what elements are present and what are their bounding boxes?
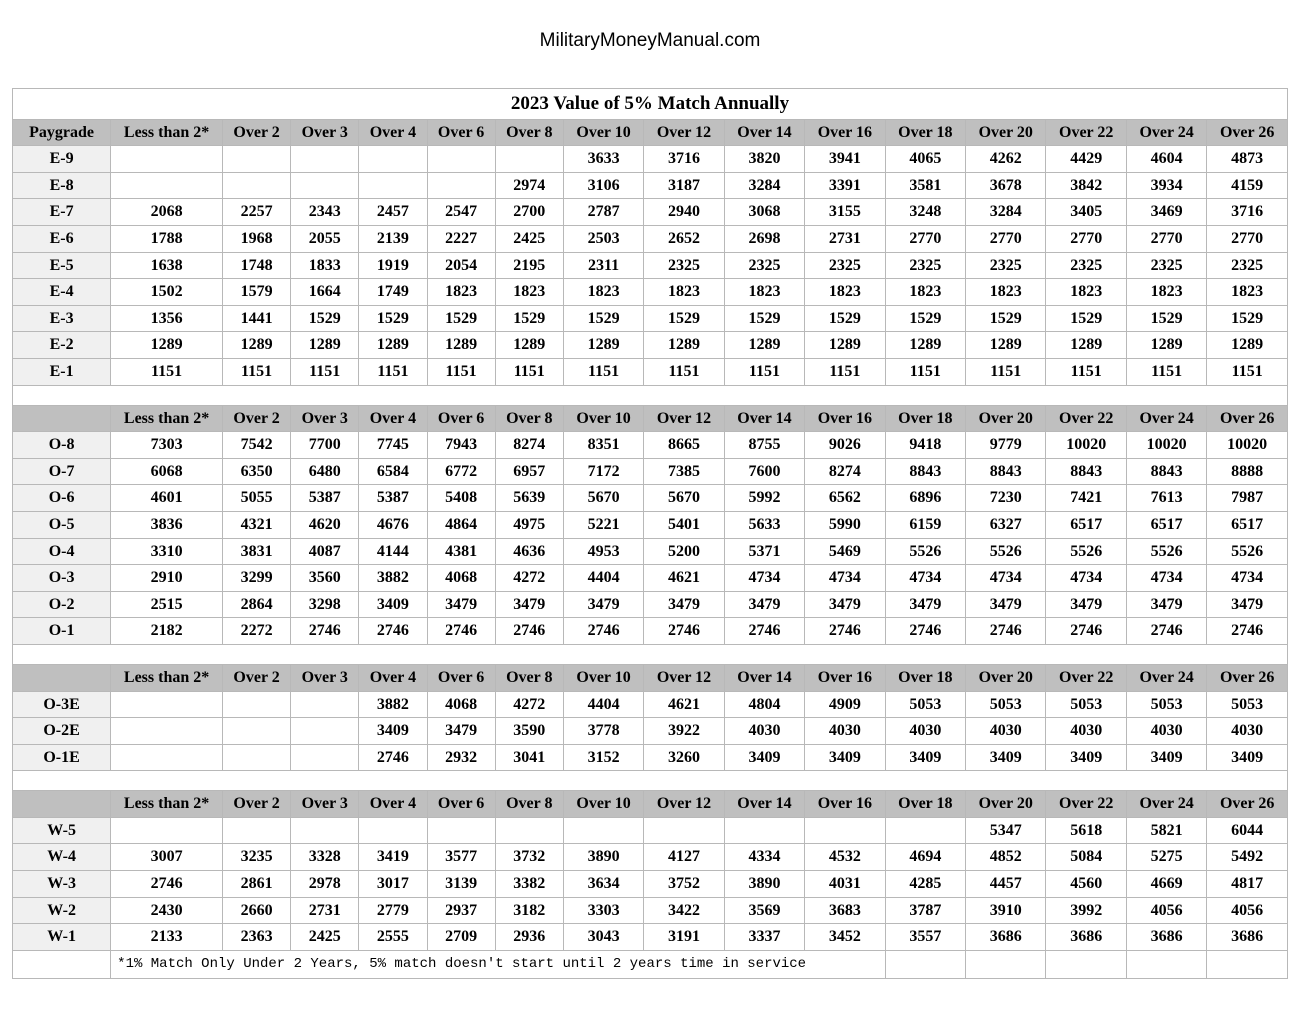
table-row: W-32746286129783017313933823634375238904… bbox=[13, 871, 1288, 898]
table-row: O-2E340934793590377839224030403040304030… bbox=[13, 718, 1288, 745]
paygrade-label: O-2E bbox=[13, 718, 111, 745]
paygrade-label: O-5 bbox=[13, 511, 111, 538]
table-row: O-12182227227462746274627462746274627462… bbox=[13, 618, 1288, 645]
footnote-text: *1% Match Only Under 2 Years, 5% match d… bbox=[111, 950, 885, 978]
table-row: O-53836432146204676486449755221540156335… bbox=[13, 511, 1288, 538]
footnote-blank bbox=[13, 950, 111, 978]
table-row: O-32910329935603882406842724404462147344… bbox=[13, 565, 1288, 592]
section-spacer bbox=[13, 385, 1288, 405]
col-over-24: Over 24 bbox=[1126, 119, 1206, 146]
pay-match-table: 2023 Value of 5% Match AnnuallyPaygradeL… bbox=[12, 88, 1288, 979]
table-subheader: Less than 2*Over 2Over 3Over 4Over 6Over… bbox=[13, 664, 1288, 691]
paygrade-label: O-1E bbox=[13, 744, 111, 771]
table-row: E-21289128912891289128912891289128912891… bbox=[13, 332, 1288, 359]
table-title: 2023 Value of 5% Match Annually bbox=[13, 89, 1288, 120]
paygrade-label: E-6 bbox=[13, 226, 111, 253]
col-over-10: Over 10 bbox=[563, 119, 643, 146]
table-row: W-55347561858216044 bbox=[13, 817, 1288, 844]
paygrade-label: E-4 bbox=[13, 279, 111, 306]
paygrade-label: E-1 bbox=[13, 358, 111, 385]
col-over-6: Over 6 bbox=[427, 119, 495, 146]
paygrade-label: E-9 bbox=[13, 146, 111, 173]
paygrade-label: E-7 bbox=[13, 199, 111, 226]
table-row: O-22515286432983409347934793479347934793… bbox=[13, 591, 1288, 618]
table-row: O-64601505553875387540856395670567059926… bbox=[13, 485, 1288, 512]
table-row: E-11151115111511151115111511151115111511… bbox=[13, 358, 1288, 385]
paygrade-label: W-4 bbox=[13, 844, 111, 871]
page: MilitaryMoneyManual.com 2023 Value of 5%… bbox=[0, 0, 1300, 1019]
table-row: O-87303754277007745794382748351866587559… bbox=[13, 432, 1288, 459]
col-over-14: Over 14 bbox=[724, 119, 804, 146]
section-spacer bbox=[13, 644, 1288, 664]
table-row: O-43310383140874144438146364953520053715… bbox=[13, 538, 1288, 565]
table-row: O-1E274629323041315232603409340934093409… bbox=[13, 744, 1288, 771]
col-over-12: Over 12 bbox=[644, 119, 724, 146]
paygrade-label: E-3 bbox=[13, 305, 111, 332]
paygrade-label: O-6 bbox=[13, 485, 111, 512]
paygrade-label: O-3E bbox=[13, 691, 111, 718]
col-paygrade: Paygrade bbox=[13, 119, 111, 146]
table-row: E-82974310631873284339135813678384239344… bbox=[13, 172, 1288, 199]
col-over-2: Over 2 bbox=[222, 119, 290, 146]
paygrade-label: O-4 bbox=[13, 538, 111, 565]
table-row: E-31356144115291529152915291529152915291… bbox=[13, 305, 1288, 332]
col-over-22: Over 22 bbox=[1046, 119, 1126, 146]
table-header: PaygradeLess than 2*Over 2Over 3Over 4Ov… bbox=[13, 119, 1288, 146]
paygrade-label: O-8 bbox=[13, 432, 111, 459]
table-row: O-76068635064806584677269577172738576008… bbox=[13, 458, 1288, 485]
table-row: E-41502157916641749182318231823182318231… bbox=[13, 279, 1288, 306]
paygrade-label: O-7 bbox=[13, 458, 111, 485]
table-row: E-61788196820552139222724252503265226982… bbox=[13, 226, 1288, 253]
paygrade-label: O-1 bbox=[13, 618, 111, 645]
paygrade-label: W-5 bbox=[13, 817, 111, 844]
table-row: W-12133236324252555270929363043319133373… bbox=[13, 924, 1288, 951]
col-over-4: Over 4 bbox=[359, 119, 427, 146]
section-spacer bbox=[13, 771, 1288, 791]
table-row: E-9363337163820394140654262442946044873 bbox=[13, 146, 1288, 173]
col-over-18: Over 18 bbox=[885, 119, 965, 146]
table-row: E-72068225723432457254727002787294030683… bbox=[13, 199, 1288, 226]
col-over-20: Over 20 bbox=[966, 119, 1046, 146]
paygrade-label: W-1 bbox=[13, 924, 111, 951]
paygrade-label: O-2 bbox=[13, 591, 111, 618]
table-subheader: Less than 2*Over 2Over 3Over 4Over 6Over… bbox=[13, 791, 1288, 818]
table-footnote-row: *1% Match Only Under 2 Years, 5% match d… bbox=[13, 950, 1288, 978]
col-over-8: Over 8 bbox=[495, 119, 563, 146]
col-over-3: Over 3 bbox=[291, 119, 359, 146]
paygrade-label: W-2 bbox=[13, 897, 111, 924]
table-row: W-22430266027312779293731823303342235693… bbox=[13, 897, 1288, 924]
col-over-26: Over 26 bbox=[1207, 119, 1288, 146]
paygrade-label: E-5 bbox=[13, 252, 111, 279]
table-subheader: Less than 2*Over 2Over 3Over 4Over 6Over… bbox=[13, 405, 1288, 432]
paygrade-label: O-3 bbox=[13, 565, 111, 592]
table-row: E-51638174818331919205421952311232523252… bbox=[13, 252, 1288, 279]
paygrade-label: E-2 bbox=[13, 332, 111, 359]
table-row: O-3E388240684272440446214804490950535053… bbox=[13, 691, 1288, 718]
paygrade-label: E-8 bbox=[13, 172, 111, 199]
col-over-16: Over 16 bbox=[805, 119, 885, 146]
site-title: MilitaryMoneyManual.com bbox=[12, 30, 1288, 52]
col-less-than-2-: Less than 2* bbox=[111, 119, 223, 146]
table-row: W-43007323533283419357737323890412743344… bbox=[13, 844, 1288, 871]
paygrade-label: W-3 bbox=[13, 871, 111, 898]
